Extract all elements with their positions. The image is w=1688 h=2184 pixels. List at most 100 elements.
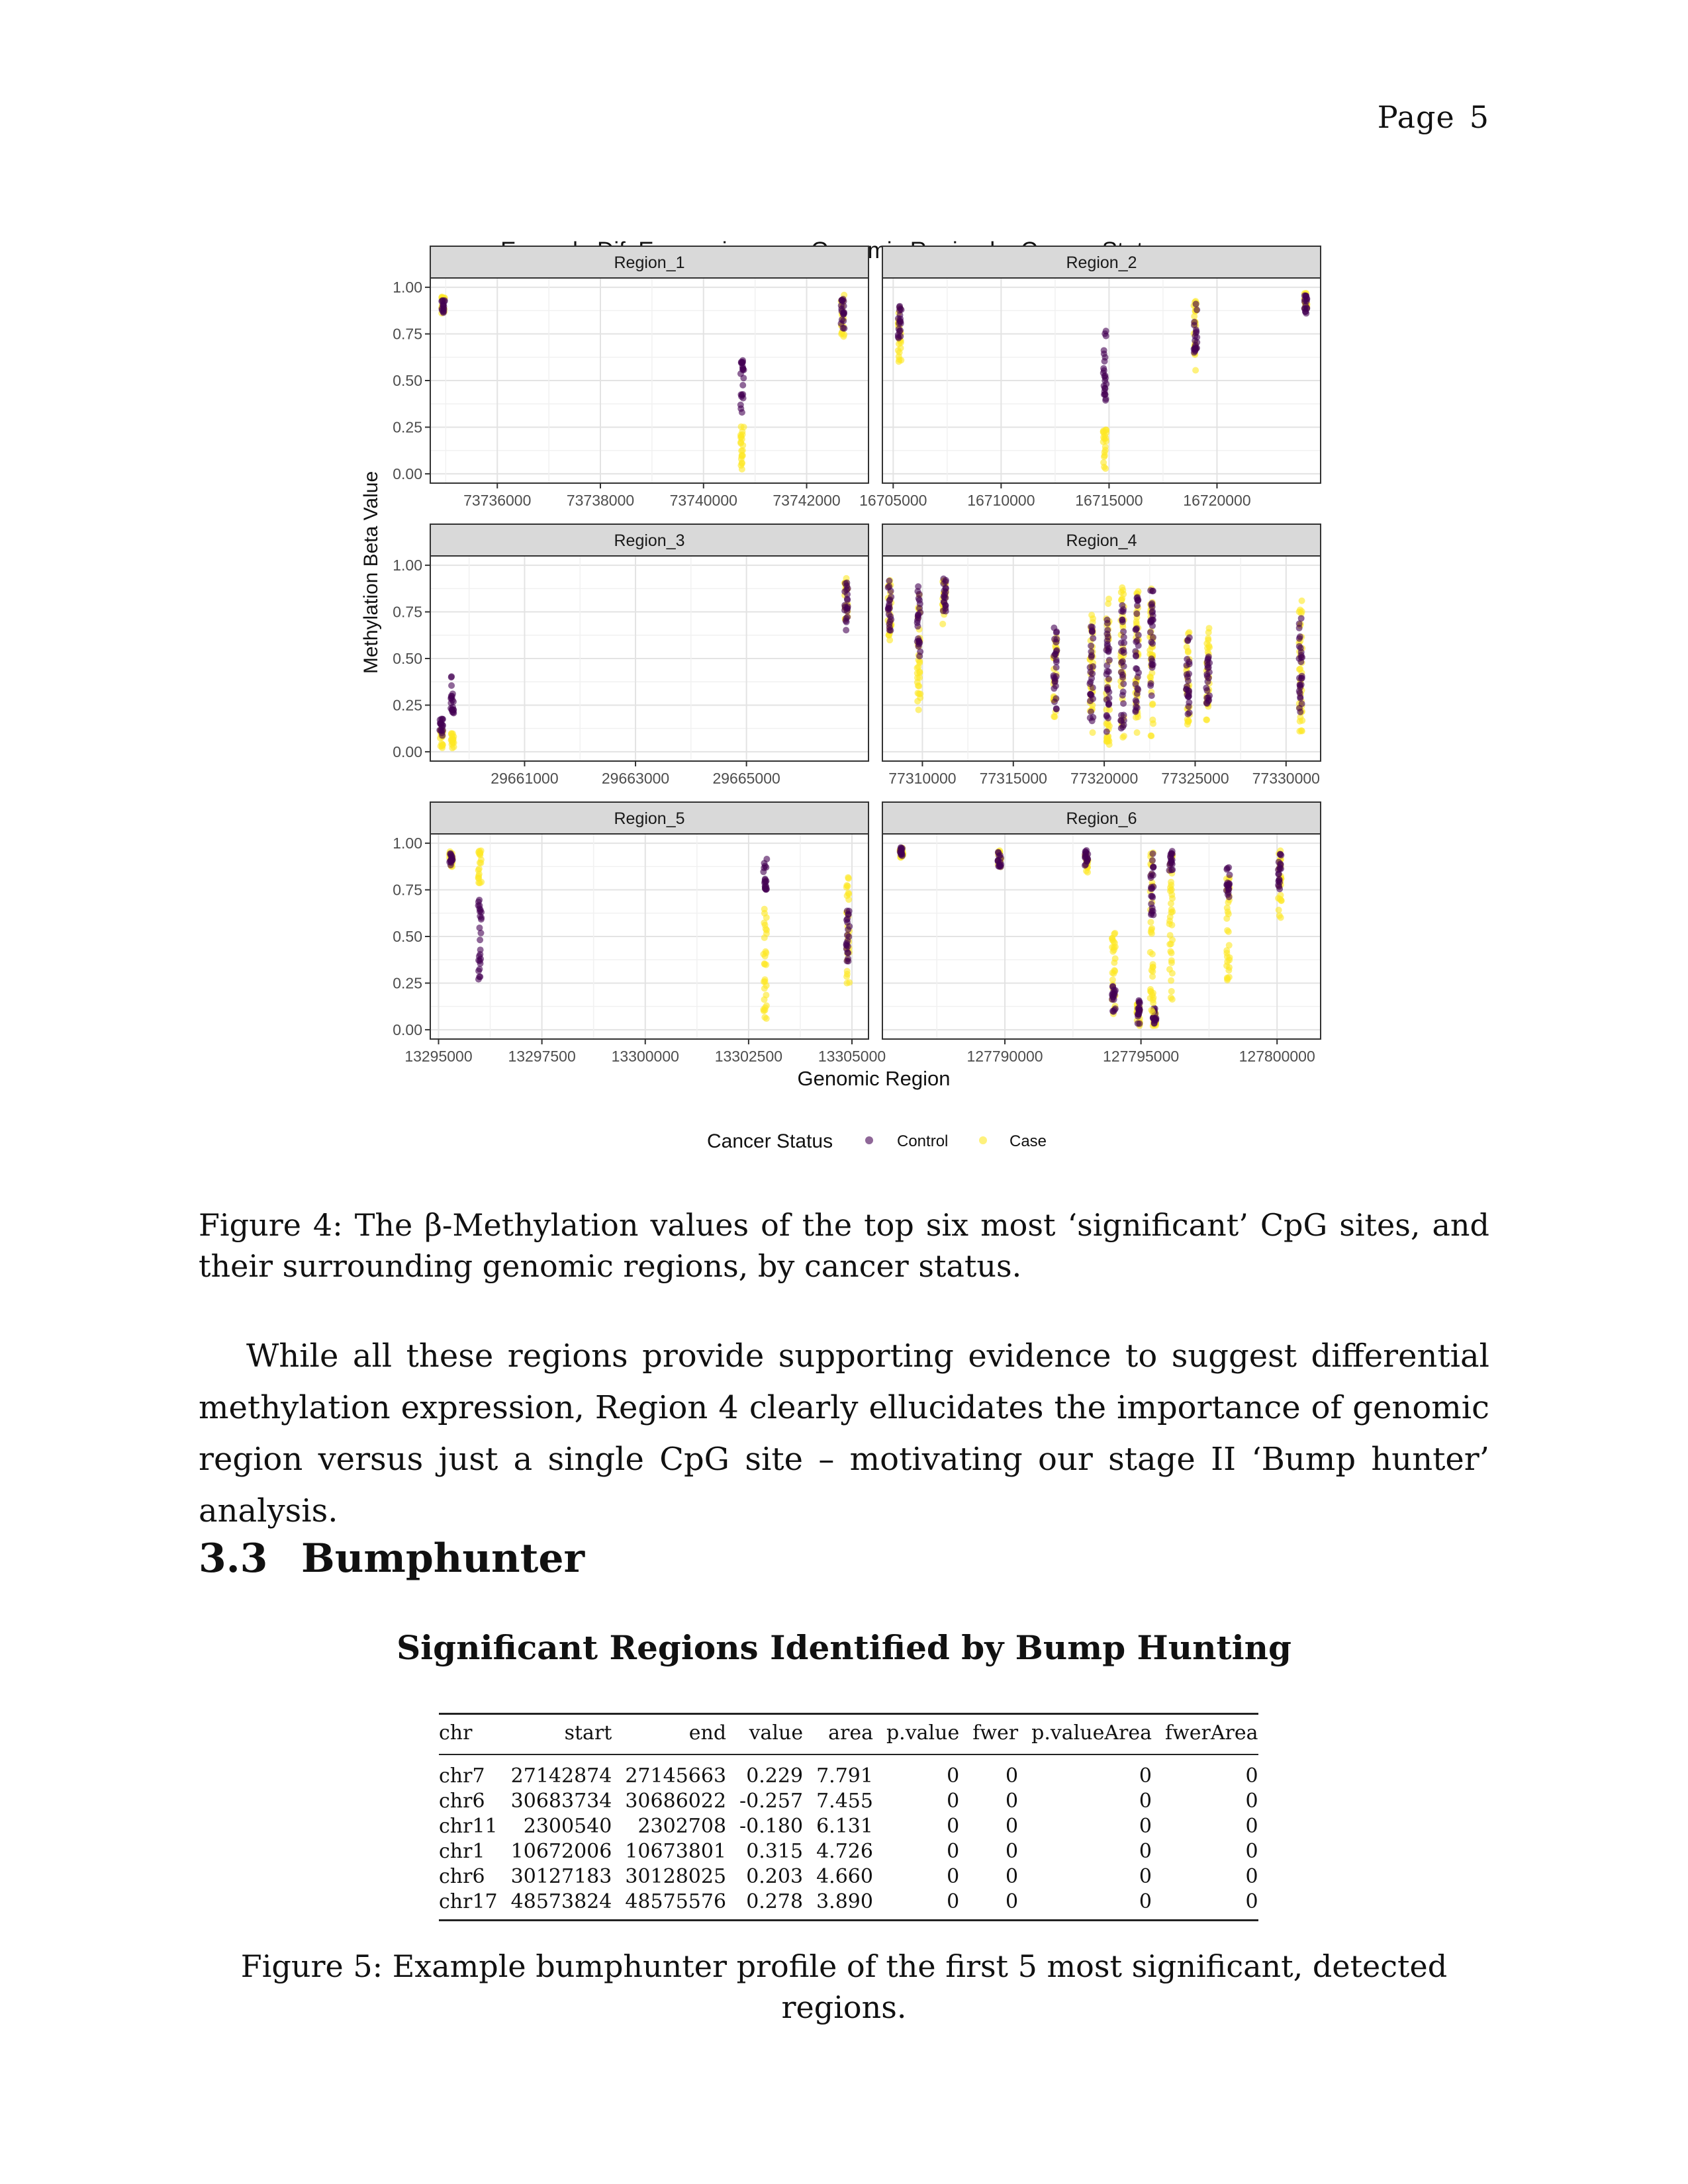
data-point-case bbox=[1148, 967, 1155, 974]
panel-border bbox=[882, 277, 1321, 484]
data-point-control bbox=[449, 690, 456, 698]
data-point-control bbox=[1133, 602, 1141, 609]
table-row: chr11 2300540 2302708 -0.180 6.131 0 0 0 0 bbox=[439, 1814, 1258, 1839]
data-point-control bbox=[1149, 587, 1156, 594]
table-row: chr6 30683734 30686022 -0.257 7.455 0 0 0 0 bbox=[439, 1789, 1258, 1814]
data-point-case bbox=[761, 978, 769, 985]
data-point-case bbox=[1120, 733, 1127, 740]
y-tick-label: 1.00 bbox=[393, 557, 422, 574]
legend-label-case: Case bbox=[1009, 1132, 1047, 1150]
data-point-case bbox=[761, 996, 768, 1003]
table-cell: 6.131 bbox=[816, 1815, 873, 1838]
data-point-control bbox=[1051, 678, 1058, 686]
data-point-control bbox=[1120, 680, 1127, 688]
data-point-control bbox=[915, 595, 922, 602]
data-point-case bbox=[761, 909, 768, 917]
data-point-case bbox=[763, 1002, 770, 1009]
data-point-control bbox=[1276, 876, 1283, 883]
data-point-control bbox=[1103, 711, 1110, 719]
data-point-case bbox=[1103, 720, 1110, 727]
data-point-control bbox=[761, 876, 769, 883]
data-point-case bbox=[1275, 907, 1282, 914]
section-number: 3.3 bbox=[199, 1535, 268, 1582]
data-point-case bbox=[1149, 950, 1156, 958]
legend-swatch-control bbox=[865, 1136, 873, 1144]
data-point-control bbox=[1086, 714, 1094, 721]
data-point-control bbox=[1295, 620, 1303, 627]
data-point-control bbox=[1088, 653, 1095, 660]
x-tick-label: 77310000 bbox=[888, 770, 956, 787]
body-paragraph-text: While all these regions provide supporti… bbox=[199, 1338, 1489, 1529]
data-point-control bbox=[1297, 684, 1304, 691]
data-point-case bbox=[1051, 713, 1058, 720]
data-point-case bbox=[738, 465, 745, 473]
data-point-control bbox=[915, 583, 922, 590]
data-point-case bbox=[1206, 644, 1213, 651]
x-tick-label: 16715000 bbox=[1075, 492, 1143, 509]
data-point-case bbox=[1276, 912, 1283, 919]
data-point-case bbox=[1297, 606, 1304, 614]
table-cell: 0 bbox=[1006, 1840, 1019, 1863]
table-cell: 30683734 bbox=[510, 1790, 612, 1813]
data-point-case bbox=[1110, 970, 1117, 977]
x-tick-label: 16720000 bbox=[1183, 492, 1250, 509]
data-point-control bbox=[1119, 616, 1126, 623]
data-point-case bbox=[1205, 637, 1212, 644]
data-point-control bbox=[1148, 655, 1155, 662]
data-point-case bbox=[1224, 976, 1231, 983]
data-point-control bbox=[1205, 674, 1212, 682]
data-point-case bbox=[916, 658, 923, 665]
data-point-case bbox=[1192, 367, 1199, 374]
data-point-control bbox=[447, 857, 454, 864]
data-point-case bbox=[763, 1015, 770, 1023]
facet-label: Region_2 bbox=[1066, 253, 1137, 272]
table-cell: 7.455 bbox=[816, 1790, 873, 1813]
section-heading: 3.3 Bumphunter bbox=[199, 1535, 585, 1582]
table-cell: 0 bbox=[1006, 1790, 1019, 1813]
data-point-case bbox=[894, 347, 902, 354]
data-point-case bbox=[1166, 932, 1174, 939]
data-point-case bbox=[1111, 929, 1119, 936]
data-point-control bbox=[1103, 381, 1110, 388]
data-point-control bbox=[1103, 670, 1110, 678]
y-tick-label: 0.50 bbox=[393, 928, 422, 945]
data-point-case bbox=[762, 925, 769, 933]
data-point-control bbox=[1203, 684, 1210, 692]
data-point-control bbox=[994, 857, 1002, 864]
data-point-case bbox=[1103, 429, 1110, 436]
y-axis-title: Methylation Beta Value bbox=[360, 471, 382, 674]
data-point-control bbox=[941, 591, 949, 598]
x-tick-label: 16705000 bbox=[859, 492, 927, 509]
data-point-case bbox=[476, 859, 483, 866]
data-point-control bbox=[1133, 665, 1141, 672]
data-point-control bbox=[1204, 664, 1211, 672]
table-cell: 30128025 bbox=[625, 1865, 727, 1888]
table-cell: 0 bbox=[1139, 1865, 1152, 1888]
data-point-control bbox=[896, 312, 904, 319]
data-point-case bbox=[1149, 973, 1156, 980]
table-cell: 0 bbox=[1006, 1764, 1019, 1788]
data-point-control bbox=[1088, 623, 1095, 630]
data-point-control bbox=[897, 327, 904, 334]
data-point-control bbox=[1276, 850, 1284, 858]
data-point-control bbox=[1100, 391, 1107, 398]
data-point-control bbox=[1205, 694, 1212, 702]
data-point-control bbox=[1103, 641, 1111, 648]
data-point-control bbox=[1050, 672, 1057, 679]
x-tick-label: 29663000 bbox=[602, 770, 669, 787]
table-cell: chr17 bbox=[439, 1890, 498, 1913]
data-point-control bbox=[1120, 711, 1127, 719]
data-point-case bbox=[1148, 733, 1155, 740]
facet-strip-region-3 bbox=[430, 523, 869, 557]
table-cell: chr6 bbox=[439, 1790, 485, 1813]
data-point-control bbox=[1110, 1008, 1117, 1015]
data-point-control bbox=[1103, 616, 1111, 623]
data-point-control bbox=[1119, 688, 1127, 696]
data-point-control bbox=[1148, 692, 1155, 700]
data-point-control bbox=[843, 941, 850, 948]
data-point-control bbox=[1053, 628, 1060, 635]
table-cell: 0.229 bbox=[746, 1764, 804, 1788]
data-point-control bbox=[1278, 865, 1285, 872]
data-point-case bbox=[1168, 878, 1175, 886]
y-tick-label: 0.00 bbox=[393, 465, 422, 482]
